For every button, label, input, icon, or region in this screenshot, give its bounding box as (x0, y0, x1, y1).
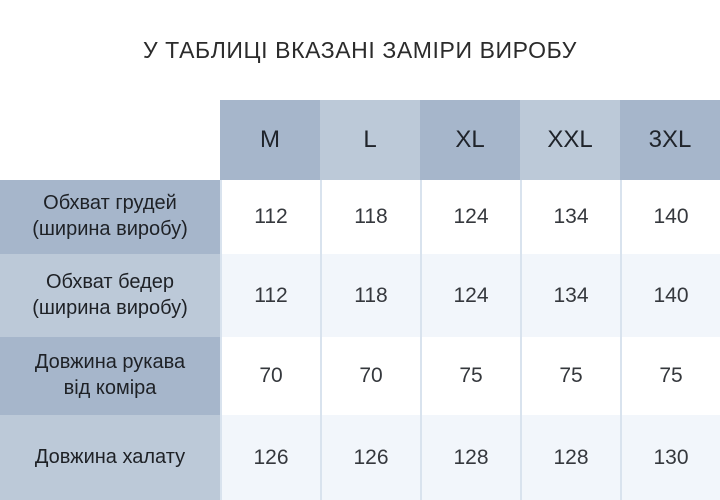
column-header-m: M (220, 100, 320, 180)
size-value: 112 (220, 254, 320, 337)
column-header-l: L (320, 100, 420, 180)
size-value: 75 (420, 337, 520, 415)
row-label-hips: Обхват бедер (ширина виробу) (0, 254, 220, 337)
page-title: У ТАБЛИЦІ ВКАЗАНІ ЗАМІРИ ВИРОБУ (142, 36, 577, 63)
size-value: 124 (420, 180, 520, 254)
row-label-line: Обхват бедер (46, 270, 174, 293)
row-label-line: (ширина виробу) (32, 218, 188, 240)
size-value: 118 (320, 180, 420, 254)
size-value: 75 (620, 337, 720, 415)
size-value: 134 (520, 254, 620, 337)
size-value: 140 (620, 180, 720, 254)
row-label-line: від коміра (63, 377, 157, 399)
size-value: 70 (220, 337, 320, 415)
size-value: 126 (220, 415, 320, 500)
size-value: 118 (320, 254, 420, 337)
row-label-sleeve: Довжина рукава від коміра (0, 337, 220, 415)
column-header-xxl: XXL (520, 100, 620, 180)
row-label-line: (ширина виробу) (32, 296, 188, 319)
size-value: 124 (420, 254, 520, 337)
size-table: M L XL XXL 3XL Обхват грудей (ширина вир… (0, 100, 720, 500)
size-value: 112 (220, 180, 320, 254)
size-value: 75 (520, 337, 620, 415)
size-value: 126 (320, 415, 420, 500)
size-value: 70 (320, 337, 420, 415)
page-header: У ТАБЛИЦІ ВКАЗАНІ ЗАМІРИ ВИРОБУ (0, 0, 720, 100)
size-value: 128 (520, 415, 620, 500)
size-value: 130 (620, 415, 720, 500)
corner-cell (0, 100, 220, 180)
row-label-line: Довжина халату (34, 445, 186, 468)
row-label-robe-length: Довжина халату (0, 415, 220, 500)
column-header-3xl: 3XL (620, 100, 720, 180)
size-value: 128 (420, 415, 520, 500)
row-label-chest: Обхват грудей (ширина виробу) (0, 180, 220, 254)
row-label-line: Довжина рукава (34, 351, 186, 374)
row-label-line: Обхват грудей (43, 192, 177, 215)
size-value: 134 (520, 180, 620, 254)
column-header-xl: XL (420, 100, 520, 180)
size-value: 140 (620, 254, 720, 337)
